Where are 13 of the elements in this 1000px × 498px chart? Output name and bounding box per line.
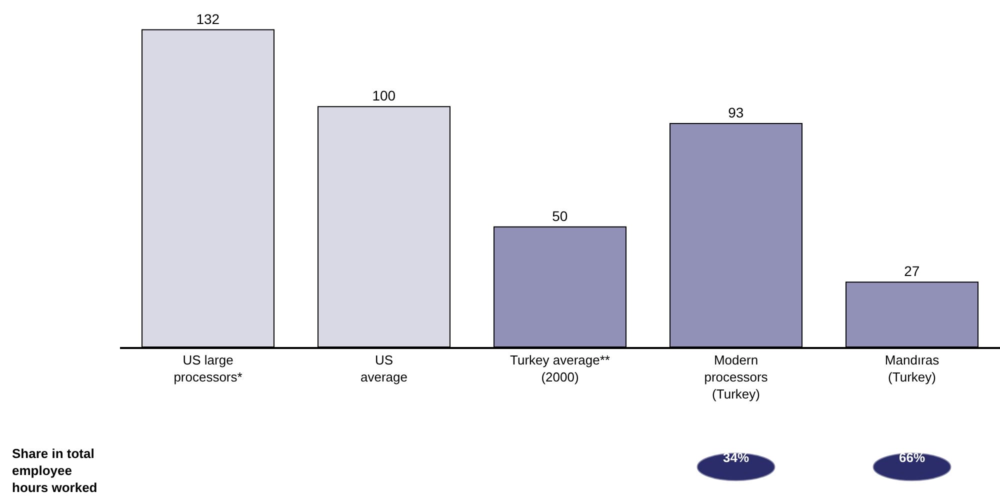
data-label: 93 — [728, 104, 744, 120]
x-tick-label: Mandıras (Turkey) — [884, 352, 940, 384]
x-tick-label: US large processors* — [174, 352, 242, 384]
x-tick-label: Modern processors (Turkey) — [704, 352, 768, 402]
text: 66% — [899, 450, 926, 465]
data-label: 50 — [552, 208, 568, 224]
data-label: 100 — [372, 88, 396, 104]
text: 34% — [723, 450, 750, 465]
data-label: 27 — [904, 263, 920, 280]
text: Share in total employee hours worked — [12, 446, 98, 495]
data-label: 132 — [196, 10, 220, 27]
x-tick-label: Turkey average** (2000) — [510, 352, 610, 384]
x-tick-label: US average — [360, 352, 408, 384]
